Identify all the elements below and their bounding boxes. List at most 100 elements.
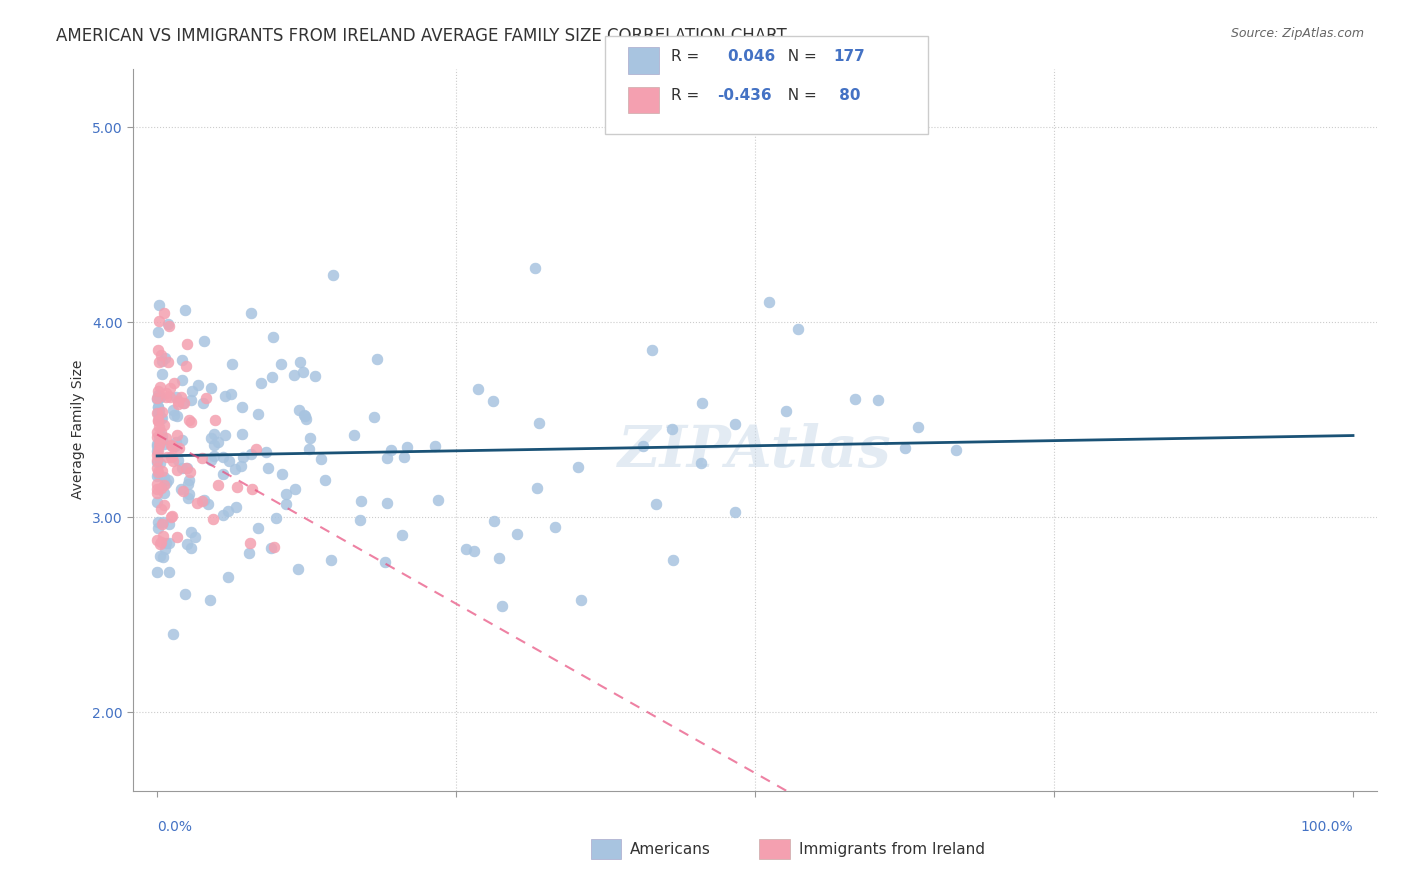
Point	[349, 512, 371, 526]
Point	[204, 413, 226, 427]
Point	[247, 521, 270, 535]
Point	[200, 453, 222, 467]
Point	[221, 357, 243, 371]
Point	[146, 533, 169, 548]
Point	[190, 451, 212, 466]
Point	[176, 460, 198, 475]
Point	[146, 387, 169, 401]
Point	[350, 494, 373, 508]
Point	[160, 508, 183, 523]
Point	[148, 438, 170, 452]
Point	[174, 302, 197, 317]
Point	[150, 348, 173, 362]
Point	[162, 439, 184, 453]
Point	[150, 411, 173, 425]
Point	[146, 406, 169, 420]
Point	[172, 483, 194, 498]
Point	[481, 394, 503, 409]
Point	[170, 390, 193, 404]
Point	[148, 343, 170, 357]
Point	[191, 494, 214, 508]
Point	[172, 372, 194, 386]
Point	[166, 529, 188, 543]
Point	[391, 527, 413, 541]
Point	[225, 500, 247, 514]
Point	[392, 450, 415, 464]
Point	[375, 451, 398, 466]
Point	[526, 481, 548, 495]
Point	[146, 392, 169, 407]
Point	[157, 516, 180, 531]
Point	[295, 411, 318, 425]
Point	[153, 351, 176, 365]
Point	[170, 483, 193, 497]
Point	[146, 566, 169, 580]
Point	[343, 428, 366, 442]
Point	[177, 474, 200, 488]
Point	[157, 355, 180, 369]
Point	[166, 409, 188, 423]
Point	[172, 395, 194, 409]
Point	[569, 593, 592, 607]
Point	[146, 448, 169, 462]
Point	[232, 450, 254, 464]
Point	[162, 627, 184, 641]
Point	[157, 535, 180, 549]
Point	[186, 495, 208, 509]
Point	[270, 467, 292, 481]
Point	[150, 368, 173, 382]
Point	[157, 319, 180, 334]
Point	[266, 511, 288, 525]
Point	[146, 521, 169, 535]
Point	[274, 487, 297, 501]
Point	[200, 381, 222, 395]
Point	[177, 491, 200, 506]
Point	[374, 555, 396, 569]
Point	[218, 454, 240, 468]
Point	[202, 438, 225, 452]
Point	[149, 380, 172, 394]
Point	[263, 330, 285, 344]
Point	[868, 392, 890, 407]
Point	[201, 511, 224, 525]
Point	[221, 387, 243, 401]
Point	[146, 400, 169, 414]
Point	[260, 541, 283, 555]
Point	[724, 505, 747, 519]
Point	[482, 514, 505, 528]
Point	[260, 370, 283, 384]
Text: 177: 177	[834, 49, 866, 63]
Text: AMERICAN VS IMMIGRANTS FROM IRELAND AVERAGE FAMILY SIZE CORRELATION CHART: AMERICAN VS IMMIGRANTS FROM IRELAND AVER…	[56, 27, 787, 45]
Point	[152, 515, 174, 529]
Point	[229, 458, 252, 473]
Point	[204, 449, 226, 463]
Point	[174, 460, 197, 475]
Point	[945, 442, 967, 457]
Point	[157, 565, 180, 579]
Point	[156, 450, 179, 464]
Point	[287, 562, 309, 576]
Point	[288, 403, 311, 417]
Point	[173, 396, 195, 410]
Point	[463, 544, 485, 558]
Point	[775, 403, 797, 417]
Point	[214, 389, 236, 403]
Point	[247, 407, 270, 421]
Point	[146, 467, 169, 481]
Point	[174, 587, 197, 601]
Point	[146, 485, 169, 500]
Point	[844, 392, 866, 406]
Point	[180, 525, 202, 540]
Point	[284, 482, 307, 496]
Point	[165, 390, 187, 404]
Point	[165, 438, 187, 452]
Point	[152, 549, 174, 564]
Point	[159, 390, 181, 404]
Point	[146, 468, 169, 483]
Point	[150, 481, 173, 495]
Point	[907, 419, 929, 434]
Text: N =: N =	[778, 49, 821, 63]
Text: R =: R =	[671, 49, 709, 63]
Point	[212, 508, 235, 522]
Point	[146, 515, 169, 529]
